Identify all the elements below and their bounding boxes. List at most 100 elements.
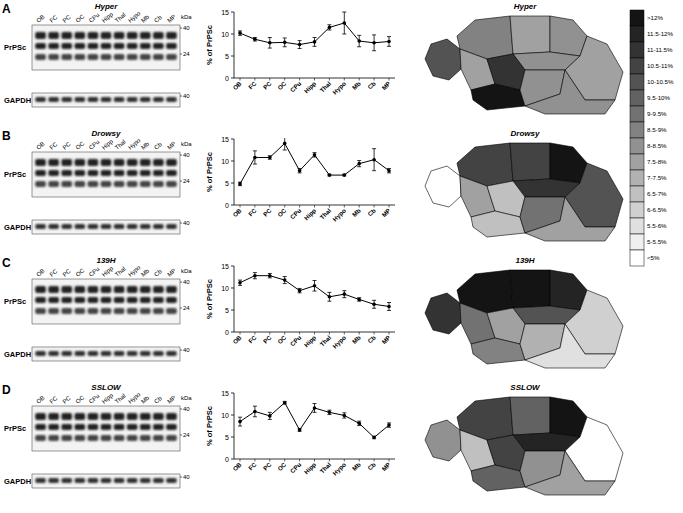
lane-label: MP [166, 394, 177, 404]
kda-tick [180, 350, 182, 351]
lane-label: Cb [153, 14, 163, 24]
blot-band [166, 286, 177, 293]
kda-tick [180, 28, 182, 29]
error-cap [298, 48, 302, 49]
colorbar-label: 9-9.5% [647, 110, 667, 117]
blot-band [114, 435, 125, 441]
blot-band [61, 97, 72, 102]
kda-marker: 24 [183, 305, 190, 311]
y-tick [231, 56, 234, 57]
colorbar-label: 11-11.5% [647, 46, 673, 53]
line [240, 143, 389, 183]
x-tick [254, 205, 255, 208]
blot-band [153, 351, 164, 356]
blot-band [88, 435, 99, 441]
blot-band [61, 435, 72, 441]
blot-band [35, 413, 46, 420]
blot-band [48, 435, 59, 441]
blot-band [153, 308, 164, 314]
lane-label: Hypo [127, 264, 142, 278]
point [253, 37, 257, 41]
y-axis-label: % of PrPSc [205, 25, 214, 65]
blot-band [127, 308, 138, 314]
lane-label: Hipp [101, 392, 115, 405]
blot-band [101, 435, 112, 441]
figure: >12%11.5-12%11-11.5%10.5-11%10-10.5%9.5-… [0, 0, 683, 513]
blot-band [101, 297, 112, 303]
blot-band [74, 170, 85, 176]
colorbar-label: 9.5-10% [647, 94, 671, 101]
blot-band [61, 478, 72, 483]
error-cap [387, 168, 391, 169]
error-cap [357, 166, 361, 167]
blot-frame [32, 220, 180, 234]
point [313, 153, 317, 157]
kda-marker: 40 [183, 406, 190, 412]
y-tick [231, 266, 234, 267]
colorbar-cell [630, 106, 644, 122]
lane-label: OC [75, 13, 86, 24]
x-tick [240, 459, 241, 462]
blot-band [101, 424, 112, 430]
blot-band [35, 170, 46, 176]
x-tick-label: Hipp [303, 207, 318, 222]
blot-band [48, 424, 59, 430]
error-cap [387, 310, 391, 311]
line [240, 403, 389, 438]
error-cap [327, 30, 331, 31]
point [268, 41, 272, 45]
error-cap [253, 272, 257, 273]
point [268, 414, 272, 418]
blot-band [61, 351, 72, 356]
y-tick-label: 15 [221, 263, 229, 270]
x-tick-label: Thal [318, 334, 332, 348]
error-cap [313, 157, 317, 158]
point [328, 295, 332, 299]
brain-region [510, 270, 550, 308]
blot-row-label: PrPSc [4, 43, 26, 52]
blot-title: Hyper [95, 2, 119, 11]
point [313, 284, 317, 288]
blot-band [166, 97, 177, 102]
lane-label: Thal [114, 393, 127, 405]
kda-marker: 24 [183, 432, 190, 438]
lane-label: Thal [114, 139, 127, 151]
x-tick [299, 78, 300, 81]
point [328, 173, 332, 177]
error-cap [387, 46, 391, 47]
x-tick [359, 78, 360, 81]
blot-band [88, 224, 99, 229]
colorbar-cell [630, 186, 644, 202]
y-tick [231, 34, 234, 35]
blot-band [166, 54, 177, 60]
blot-row-label: GAPDH [4, 477, 31, 486]
error-cap [313, 152, 317, 153]
x-tick [269, 459, 270, 462]
blot-band [61, 181, 72, 187]
blot-band [101, 224, 112, 229]
y-tick [231, 332, 234, 333]
blot-band [74, 435, 85, 441]
blot-band [140, 351, 151, 356]
error-cap [298, 288, 302, 289]
kda-tick [180, 223, 182, 224]
error-cap [327, 301, 331, 302]
x-tick-label: OB [231, 333, 243, 345]
error-cap [357, 425, 361, 426]
blot-band [35, 224, 46, 229]
kda-tick [180, 435, 182, 436]
x-tick-label: MP [380, 80, 392, 92]
blot-band [153, 478, 164, 483]
blot-band [61, 43, 72, 49]
x-tick-label: Cb [366, 80, 377, 91]
lane-label: PC [62, 140, 73, 150]
blot-band [127, 413, 138, 420]
error-cap [253, 150, 257, 151]
blot-band [127, 435, 138, 441]
colorbar-cell [630, 234, 644, 250]
x-tick-label: OB [231, 460, 243, 472]
error-cap [253, 406, 257, 407]
error-cap [357, 35, 361, 36]
blot-band [127, 43, 138, 49]
x-tick-label: CPu [289, 461, 303, 475]
